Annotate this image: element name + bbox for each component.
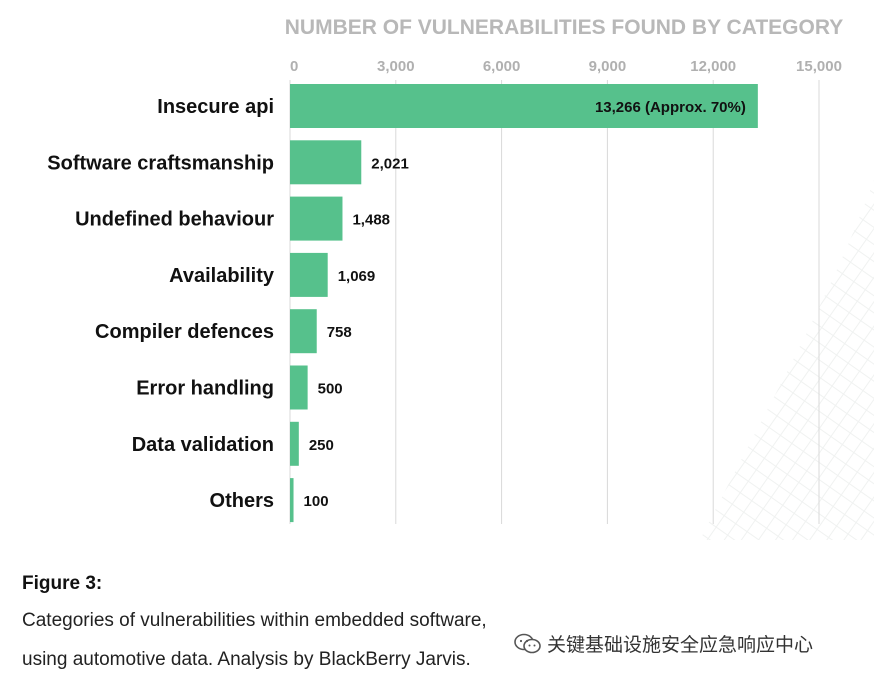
x-tick-label: 0: [290, 58, 298, 75]
category-labels: Insecure api Software craftsmanship Undefi…: [47, 96, 275, 512]
bar: [290, 365, 308, 410]
value-label: 1,488: [352, 212, 390, 229]
bar: [290, 252, 328, 297]
bar: [290, 196, 343, 241]
value-labels: 13,266 (Approx. 70%) 2,021 1,488 1,069 758 50…: [304, 99, 746, 510]
bar-chart: NUMBER OF VULNERABILITIES FOUND BY CATEG…: [47, 16, 874, 540]
bar: [290, 140, 362, 185]
value-label: 13,266 (Approx. 70%): [595, 99, 746, 116]
value-label: 500: [318, 381, 343, 398]
value-label: 250: [309, 437, 334, 454]
figure-caption-line-1: Categories of vulnerabilities within emb…: [22, 610, 487, 631]
category-label: Availability: [169, 265, 275, 287]
x-axis-ticks: 0 3,000 6,000 9,000 12,000 15,000: [290, 58, 842, 75]
category-label: Software craftsmanship: [47, 152, 274, 174]
watermark: 关键基础设施安全应急响应中心: [513, 630, 813, 657]
wechat-icon: [514, 633, 541, 653]
category-label: Data validation: [132, 434, 274, 456]
x-tick-label: 3,000: [377, 58, 415, 75]
figure-caption-line-2: using automotive data. Analysis by Black…: [22, 649, 471, 670]
x-tick-label: 12,000: [690, 58, 736, 75]
bar: [290, 309, 317, 354]
category-label: Insecure api: [157, 96, 274, 118]
value-label: 758: [327, 324, 352, 341]
x-tick-label: 15,000: [796, 58, 842, 75]
value-label: 1,069: [338, 268, 376, 285]
x-tick-label: 9,000: [589, 58, 627, 75]
gridlines: [289, 80, 820, 524]
category-label: Others: [210, 490, 274, 512]
category-label: Error handling: [136, 378, 274, 400]
watermark-text: 关键基础设施安全应急响应中心: [547, 635, 814, 656]
chart-title: NUMBER OF VULNERABILITIES FOUND BY CATEG…: [285, 16, 843, 39]
figure-caption-title: Figure 3:: [22, 573, 103, 594]
value-label: 100: [304, 493, 329, 510]
category-label: Compiler defences: [95, 321, 274, 343]
bar: [290, 84, 758, 128]
decorative-mesh: [700, 180, 874, 540]
bar: [290, 478, 294, 523]
bars: [290, 84, 758, 523]
x-tick-label: 6,000: [483, 58, 521, 75]
bar: [290, 421, 299, 466]
category-label: Undefined behaviour: [75, 209, 274, 231]
value-label: 2,021: [371, 155, 409, 172]
